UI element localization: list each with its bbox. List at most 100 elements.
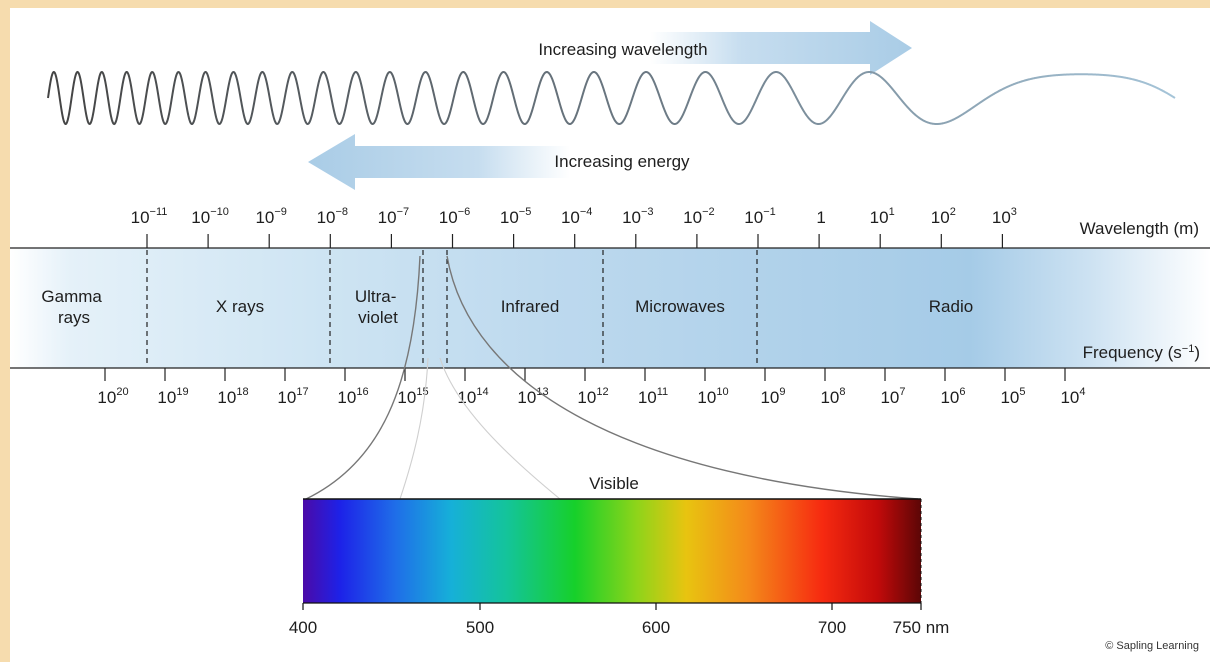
frequency-tick-exponent: 15 — [416, 386, 428, 398]
wavelength-tick-base: 10 — [870, 208, 889, 227]
frequency-tick-base: 10 — [337, 388, 356, 407]
frequency-tick-base: 10 — [760, 388, 779, 407]
frequency-title-close: ) — [1194, 343, 1200, 362]
region-label-ultraviolet: Ultra- violet — [355, 287, 401, 327]
frequency-tick-exponent: 11 — [657, 386, 668, 398]
frequency-tick-base: 10 — [457, 388, 476, 407]
wavelength-tick-exponent: 2 — [950, 206, 956, 218]
frequency-tick-label-12: 108 — [820, 386, 845, 407]
frequency-tick-base: 10 — [1060, 388, 1079, 407]
increasing-wavelength-label: Increasing wavelength — [538, 40, 707, 59]
wavelength-tick-label-1: 10−10 — [191, 206, 229, 227]
increasing-energy-arrow — [308, 134, 570, 190]
wavelength-tick-exponent: −6 — [458, 206, 471, 218]
frequency-axis-title: Frequency (s−1) — [1083, 343, 1200, 362]
wavelength-tick-base: 10 — [317, 208, 336, 227]
frequency-tick-exponent: 6 — [959, 386, 965, 398]
wavelength-tick-exponent: −3 — [641, 206, 654, 218]
wavelength-tick-label-8: 10−3 — [622, 206, 653, 227]
region-dividers — [146, 250, 758, 366]
frequency-tick-base: 10 — [638, 388, 657, 407]
uv-line-2: violet — [358, 308, 398, 327]
frequency-tick-exponent: 13 — [536, 386, 548, 398]
visible-tick-750nm: 750 nm — [893, 618, 950, 637]
frequency-tick-label-0: 1020 — [97, 386, 128, 407]
wavelength-tick-label-3: 10−8 — [317, 206, 348, 227]
wavelength-tick-label-2: 10−9 — [255, 206, 286, 227]
diagram-frame: Increasing wavelength Increasing energy … — [10, 8, 1210, 662]
frequency-tick-label-14: 106 — [940, 386, 965, 407]
wavelength-tick-exponent: −8 — [335, 206, 348, 218]
wavelength-tick-label-10: 10−1 — [744, 206, 775, 227]
frequency-tick-base: 10 — [217, 388, 236, 407]
wavelength-tick-base: 1 — [816, 208, 825, 227]
wavelength-tick-base: 10 — [255, 208, 274, 227]
frequency-tick-exponent: 16 — [356, 386, 368, 398]
wavelength-tick-base: 10 — [191, 208, 210, 227]
visible-label: Visible — [589, 474, 639, 493]
wavelength-tick-exponent: −10 — [210, 206, 229, 218]
frequency-tick-base: 10 — [277, 388, 296, 407]
wavelength-tick-exponent: 3 — [1011, 206, 1017, 218]
frequency-title-text: Frequency (s — [1083, 343, 1182, 362]
frequency-tick-exponent: 20 — [116, 386, 128, 398]
increasing-energy-label: Increasing energy — [554, 152, 690, 171]
frequency-tick-label-15: 105 — [1000, 386, 1025, 407]
wavelength-tick-exponent: −1 — [763, 206, 776, 218]
gamma-line-1: Gamma — [41, 287, 102, 306]
wavelength-tick-label-0: 10−11 — [131, 206, 168, 227]
wavelength-tick-exponent: −9 — [274, 206, 287, 218]
wavelength-tick-exponent: −11 — [150, 206, 168, 218]
visible-tick-700: 700 — [818, 618, 846, 637]
wavelength-tick-base: 10 — [439, 208, 458, 227]
region-label-radio: Radio — [929, 297, 973, 316]
frequency-tick-labels: 1020 1019 1018 1017 1016 1015 1014 1013 1012 1011… — [97, 368, 1086, 407]
frequency-tick-exponent: 14 — [476, 386, 488, 398]
visible-tick-500: 500 — [466, 618, 494, 637]
wavelength-tick-base: 10 — [131, 208, 150, 227]
wavelength-tick-base: 10 — [622, 208, 641, 227]
frequency-tick-label-4: 1016 — [337, 386, 368, 407]
frequency-tick-exponent: 10 — [716, 386, 728, 398]
frequency-tick-base: 10 — [820, 388, 839, 407]
visible-spectrum-bar — [303, 499, 921, 603]
uv-line-1: Ultra- — [355, 287, 397, 306]
frequency-tick-label-8: 1012 — [577, 386, 608, 407]
frequency-tick-base: 10 — [1000, 388, 1019, 407]
wavelength-tick-base: 10 — [931, 208, 950, 227]
frequency-tick-exponent: 7 — [899, 386, 905, 398]
frequency-tick-label-9: 1011 — [638, 386, 668, 407]
frequency-tick-base: 10 — [697, 388, 716, 407]
wavelength-tick-exponent: −7 — [397, 206, 410, 218]
wave-graphic — [47, 70, 1176, 126]
frequency-tick-exponent: 9 — [779, 386, 785, 398]
frequency-tick-label-2: 1018 — [217, 386, 248, 407]
frequency-tick-base: 10 — [517, 388, 536, 407]
wavelength-tick-base: 10 — [744, 208, 763, 227]
wavelength-tick-label-14: 103 — [992, 206, 1017, 227]
wavelength-tick-exponent: 1 — [889, 206, 895, 218]
electromagnetic-spectrum-diagram: Increasing wavelength Increasing energy … — [10, 21, 1210, 652]
frequency-tick-label-6: 1014 — [457, 386, 488, 407]
wavelength-tick-label-5: 10−6 — [439, 206, 470, 227]
visible-tick-600: 600 — [642, 618, 670, 637]
frequency-tick-label-11: 109 — [760, 386, 785, 407]
wavelength-tick-base: 10 — [378, 208, 397, 227]
frequency-tick-exponent: 18 — [236, 386, 248, 398]
frequency-tick-base: 10 — [880, 388, 899, 407]
wavelength-tick-label-4: 10−7 — [378, 206, 409, 227]
frequency-tick-label-3: 1017 — [277, 386, 308, 407]
wavelength-tick-label-12: 101 — [870, 206, 895, 227]
region-label-gamma-rays: Gamma rays — [41, 287, 106, 327]
frequency-tick-exponent: 17 — [296, 386, 308, 398]
frequency-tick-label-1: 1019 — [157, 386, 188, 407]
frequency-tick-base: 10 — [157, 388, 176, 407]
wavelength-tick-exponent: −4 — [580, 206, 593, 218]
wavelength-tick-label-7: 10−4 — [561, 206, 592, 227]
wavelength-tick-exponent: −5 — [519, 206, 532, 218]
visible-axis-ticks — [302, 603, 922, 610]
frequency-tick-exponent: 8 — [839, 386, 845, 398]
gamma-line-2: rays — [58, 308, 90, 327]
wavelength-tick-exponent: −2 — [702, 206, 715, 218]
wavelength-tick-label-6: 10−5 — [500, 206, 531, 227]
